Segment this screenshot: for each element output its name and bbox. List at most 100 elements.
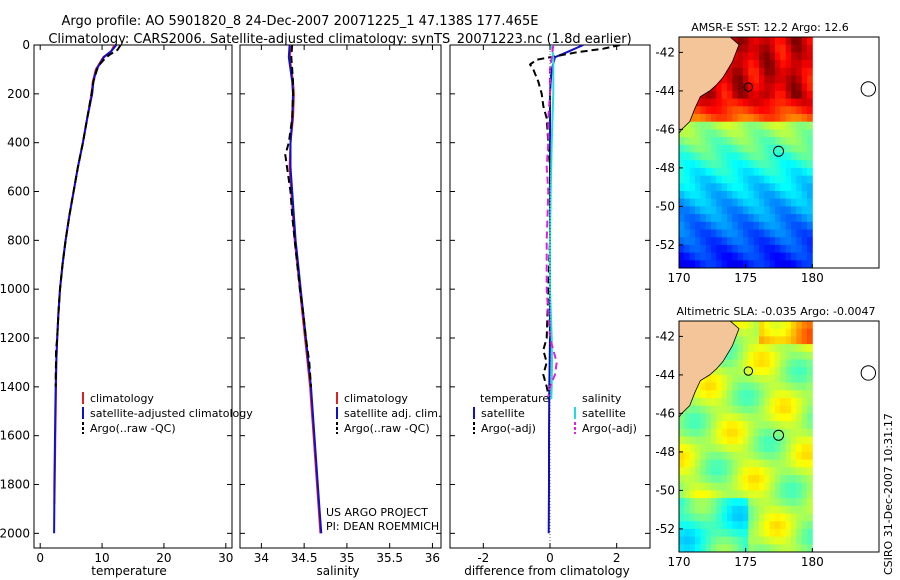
map-cell: [759, 198, 765, 207]
map-cell: [684, 214, 691, 223]
map-cell: [796, 513, 803, 522]
map-cell: [705, 90, 712, 100]
map-cell: [759, 544, 765, 552]
map-cell: [716, 252, 723, 261]
map-cell: [737, 498, 744, 507]
map-cell: [753, 160, 760, 169]
map-cell: [721, 221, 728, 230]
map-cell: [785, 44, 792, 53]
map-cell: [737, 198, 744, 207]
map-cell: [785, 198, 792, 207]
map-cell: [716, 390, 723, 399]
map-cell: [705, 467, 712, 476]
map-cell: [764, 513, 771, 522]
map-cell: [721, 198, 728, 207]
map-cell: [753, 44, 760, 53]
map-cell: [775, 37, 781, 46]
map-cell: [780, 98, 787, 107]
map-cell: [753, 244, 760, 254]
map-cell: [801, 75, 808, 84]
map-cell: [737, 513, 744, 522]
map-cell: [721, 467, 728, 476]
map-cell: [743, 536, 749, 545]
map-cell: [695, 175, 701, 184]
map-cell: [737, 467, 744, 476]
map-cell: [775, 206, 781, 215]
map-cell: [764, 229, 771, 238]
map-cell: [780, 229, 787, 238]
map-cell: [791, 60, 797, 69]
map-cell: [684, 244, 691, 254]
map-cell: [807, 237, 813, 246]
map-cell: [679, 413, 685, 422]
map-cell: [700, 498, 707, 507]
map-cell: [753, 405, 760, 414]
map-cell: [727, 359, 733, 368]
map-cell: [711, 260, 717, 268]
map-cell: [780, 367, 787, 376]
map-cell: [716, 521, 723, 530]
map-cell: [785, 390, 792, 399]
map-cell: [700, 475, 707, 484]
map-cell: [695, 214, 701, 223]
y-tick-label: 0: [22, 38, 30, 52]
map-cell: [759, 436, 765, 445]
map-cell: [796, 221, 803, 230]
y-tick-label: 200: [7, 87, 30, 101]
map-cell: [769, 421, 776, 430]
map-cell: [791, 144, 797, 153]
map-cell: [743, 83, 749, 92]
map-cell: [769, 191, 776, 200]
map-cell: [732, 413, 739, 422]
map-cell: [716, 260, 723, 268]
map-cell: [764, 528, 771, 538]
map-cell: [759, 413, 765, 422]
map-cell: [753, 444, 760, 453]
map-x-tick-label: 175: [734, 555, 757, 569]
map-cell: [743, 505, 749, 514]
axis-ticks: 0 10 20 30 34 34.5 35 35.5 36 -2 0 2: [34, 44, 650, 565]
map-cell: [780, 67, 787, 76]
map-cell: [748, 83, 755, 92]
legend-label: Argo(..raw -QC): [344, 422, 430, 435]
map-cell: [727, 390, 733, 399]
map-cell: [801, 490, 808, 499]
map-cell: [679, 229, 685, 238]
map-cell: [796, 359, 803, 368]
map-cell: [801, 221, 808, 230]
map-cell: [743, 214, 749, 223]
map-cell: [748, 67, 755, 76]
map-cell: [721, 144, 728, 153]
map-cell: [796, 390, 803, 399]
map-cell: [722, 552, 728, 560]
map-cell: [801, 137, 808, 146]
map-cell: [705, 198, 712, 207]
map-cell: [764, 444, 771, 453]
map-cell: [785, 237, 792, 246]
map-cell: [684, 536, 691, 545]
map-cell: [791, 44, 797, 53]
map-cell: [769, 44, 776, 53]
map-cell: [716, 467, 723, 476]
map-cell: [705, 475, 712, 484]
map-cell: [721, 83, 728, 92]
map-cell: [801, 467, 808, 476]
map-cell: [695, 114, 701, 123]
map-cell: [785, 183, 792, 192]
map-cell: [737, 544, 744, 552]
map-cell: [753, 505, 760, 514]
map-cell: [759, 428, 765, 437]
map-cell: [732, 98, 739, 107]
map-y-tick-label: -44: [655, 84, 675, 98]
map-cell: [695, 490, 701, 499]
map-cell: [684, 260, 691, 268]
depth-axis: 0 200 400 600 800 1000 1200 1400 1600 1800 2000: [0, 38, 30, 540]
map-cell: [721, 260, 728, 268]
map-cell: [807, 221, 813, 230]
map-cell: [791, 405, 797, 414]
map-cell: [679, 137, 685, 146]
map-cell: [780, 83, 787, 92]
map-cell: [769, 60, 776, 69]
map-cell: [786, 552, 792, 560]
map-cell: [716, 137, 723, 146]
